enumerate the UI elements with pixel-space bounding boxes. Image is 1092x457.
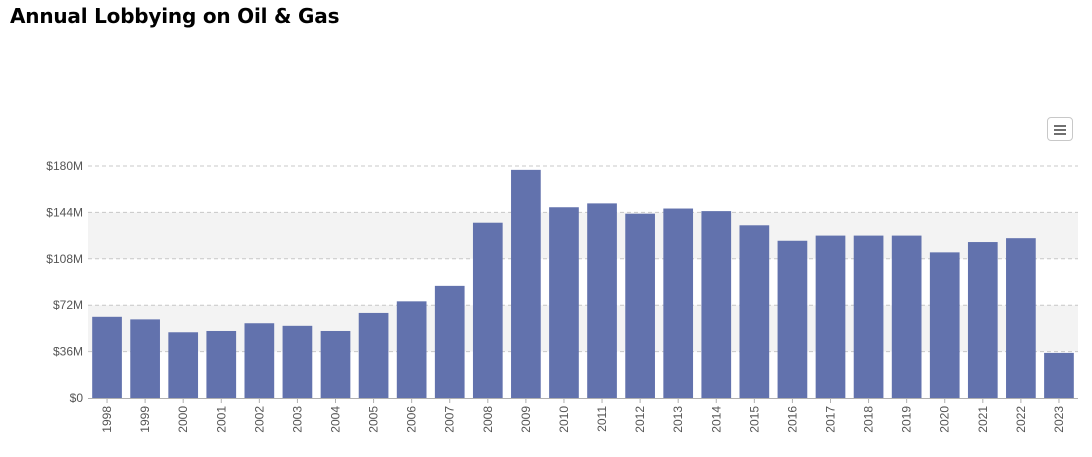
bar-2018[interactable] xyxy=(853,235,884,398)
bar-2020[interactable] xyxy=(929,252,960,398)
y-tick-label: $144M xyxy=(46,205,83,219)
bar-2002[interactable] xyxy=(244,323,275,398)
x-tick-label: 2021 xyxy=(976,406,990,433)
bar-1999[interactable] xyxy=(130,319,160,398)
x-tick-label: 2010 xyxy=(557,406,571,433)
x-tick-label: 2019 xyxy=(900,406,914,433)
bar-2004[interactable] xyxy=(320,330,351,398)
bar-2023[interactable] xyxy=(1044,352,1074,398)
chart-menu-button[interactable] xyxy=(1047,117,1073,141)
y-tick-label: $0 xyxy=(70,391,84,405)
x-tick-label: 2009 xyxy=(519,406,533,433)
x-tick-label: 2022 xyxy=(1014,406,1028,433)
y-tick-label: $72M xyxy=(53,298,83,312)
x-tick-label: 2007 xyxy=(443,406,457,433)
x-tick-label: 2018 xyxy=(862,406,876,433)
bar-2012[interactable] xyxy=(625,213,655,398)
y-tick-label: $108M xyxy=(46,252,83,266)
bar-2000[interactable] xyxy=(168,332,199,398)
bar-1998[interactable] xyxy=(92,316,122,398)
x-tick-label: 1999 xyxy=(138,406,152,433)
y-tick-label: $36M xyxy=(53,345,83,359)
x-tick-label: 2001 xyxy=(214,406,228,433)
hamburger-menu-icon xyxy=(1054,125,1066,127)
plot-band xyxy=(88,212,1078,259)
hamburger-line xyxy=(1054,133,1066,135)
x-tick-label: 2003 xyxy=(290,406,304,433)
bar-2014[interactable] xyxy=(701,211,732,398)
bar-2021[interactable] xyxy=(967,242,998,398)
y-axis-labels: $0 $36M $72M $108M $144M $180M xyxy=(46,159,83,405)
x-tick-label: 2012 xyxy=(633,406,647,433)
y-tick-label: $180M xyxy=(46,159,83,173)
bar-2013[interactable] xyxy=(663,208,694,398)
x-tick-label: 2013 xyxy=(671,406,685,433)
x-tick-label: 2015 xyxy=(747,406,761,433)
bar-2011[interactable] xyxy=(587,203,617,398)
bar-2008[interactable] xyxy=(472,222,503,398)
bar-2009[interactable] xyxy=(511,169,541,398)
bar-2007[interactable] xyxy=(434,285,465,398)
x-tick-label: 2020 xyxy=(938,406,952,433)
x-tick-label: 2000 xyxy=(176,406,190,433)
x-tick-label: 2014 xyxy=(709,406,723,433)
bar-2006[interactable] xyxy=(396,301,427,398)
x-tick-label: 2005 xyxy=(367,406,381,433)
bar-2015[interactable] xyxy=(739,225,770,398)
x-tick-label: 2002 xyxy=(252,406,266,433)
x-tick-label: 2011 xyxy=(595,406,609,432)
x-tick-label: 2023 xyxy=(1052,406,1066,433)
bars xyxy=(92,169,1074,398)
x-tick-label: 2016 xyxy=(785,406,799,433)
bar-2005[interactable] xyxy=(358,312,389,398)
bar-2003[interactable] xyxy=(282,325,313,398)
bar-2019[interactable] xyxy=(891,235,922,398)
x-tick-label: 2006 xyxy=(405,406,419,433)
x-tick-label: 2004 xyxy=(329,406,343,433)
hamburger-line xyxy=(1054,129,1066,131)
bar-2017[interactable] xyxy=(815,235,846,398)
x-tick-label: 1998 xyxy=(100,406,114,433)
plot-bands xyxy=(88,212,1078,352)
plot-band xyxy=(88,305,1078,352)
bar-2010[interactable] xyxy=(549,207,579,398)
bar-2001[interactable] xyxy=(206,330,237,398)
chart-title: Annual Lobbying on Oil & Gas xyxy=(10,4,340,28)
x-axis-labels: 1998 1999 2000 2001 2002 2003 2004 2005 2006 2007… xyxy=(100,398,1066,433)
bar-2016[interactable] xyxy=(777,240,808,398)
bar-2022[interactable] xyxy=(1006,238,1036,398)
x-tick-label: 2008 xyxy=(481,406,495,433)
x-tick-label: 2017 xyxy=(824,406,838,433)
